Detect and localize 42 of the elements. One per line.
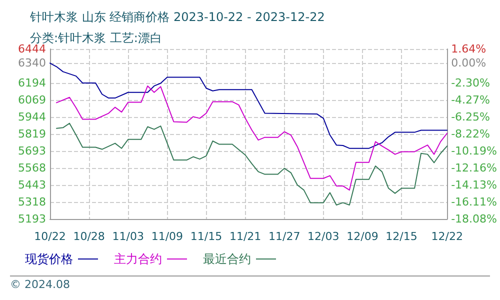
y2-tick-label: -6.25% bbox=[451, 110, 490, 124]
y2-tick-label: -12.16% bbox=[451, 161, 498, 174]
y-tick-label: 5443 bbox=[18, 178, 46, 192]
y2-tick-label: -10.19% bbox=[451, 144, 498, 158]
text: © 2024.08 bbox=[10, 278, 70, 291]
y-tick-label: 6444 bbox=[18, 42, 46, 56]
x-tick-label: 12/09 bbox=[346, 230, 378, 243]
x-tick-label: 12/22 bbox=[431, 230, 463, 243]
line-series bbox=[56, 122, 448, 206]
x-tick-label: 11/15 bbox=[190, 230, 222, 243]
legend-label: 主力合约 bbox=[114, 252, 162, 266]
x-tick-label: 11/21 bbox=[229, 230, 262, 243]
x-tick-label: 10/22 bbox=[34, 230, 66, 243]
y-tick-label: 5193 bbox=[18, 212, 46, 226]
x-tick-label: 12/03 bbox=[308, 230, 340, 243]
y2-tick-label: -4.27% bbox=[451, 93, 490, 106]
legend-label: 最近合约 bbox=[203, 252, 251, 266]
y-tick-label: 5568 bbox=[18, 162, 46, 175]
y-tick-label: 6069 bbox=[18, 93, 46, 106]
chart-subtitle: 分类:针叶木浆 工艺:漂白 bbox=[30, 31, 162, 45]
x-tick-label: 11/03 bbox=[112, 230, 144, 243]
y2-tick-label: -18.08% bbox=[451, 212, 498, 226]
y-tick-label: 5944 bbox=[18, 110, 46, 124]
y-tick-label: 5819 bbox=[18, 127, 46, 140]
y2-tick-label: -16.11% bbox=[451, 196, 498, 209]
x-tick-label: 11/27 bbox=[268, 230, 300, 243]
y-tick-label: 5693 bbox=[18, 144, 46, 158]
y2-tick-label: -8.22% bbox=[451, 128, 490, 140]
y-tick-label: 6194 bbox=[18, 76, 46, 90]
x-tick-label: 11/09 bbox=[151, 230, 184, 243]
y-tick-label: 6340 bbox=[18, 56, 46, 70]
y2-tick-label: -14.13% bbox=[451, 178, 498, 192]
x-tick-label: 12/15 bbox=[386, 230, 418, 243]
y-tick-label: 5318 bbox=[18, 196, 46, 209]
legend-label: 现货价格 bbox=[25, 252, 73, 266]
chart-title: 针叶木浆 山东 经销商价格 2023-10-22 - 2023-12-22 bbox=[29, 10, 325, 24]
y2-tick-label: 1.64% bbox=[451, 42, 486, 56]
line-series bbox=[50, 62, 448, 149]
line-series bbox=[56, 85, 448, 191]
y2-tick-label: 0.00% bbox=[451, 56, 486, 70]
x-tick-label: 10/28 bbox=[73, 230, 105, 243]
y2-tick-label: -2.30% bbox=[451, 76, 490, 90]
